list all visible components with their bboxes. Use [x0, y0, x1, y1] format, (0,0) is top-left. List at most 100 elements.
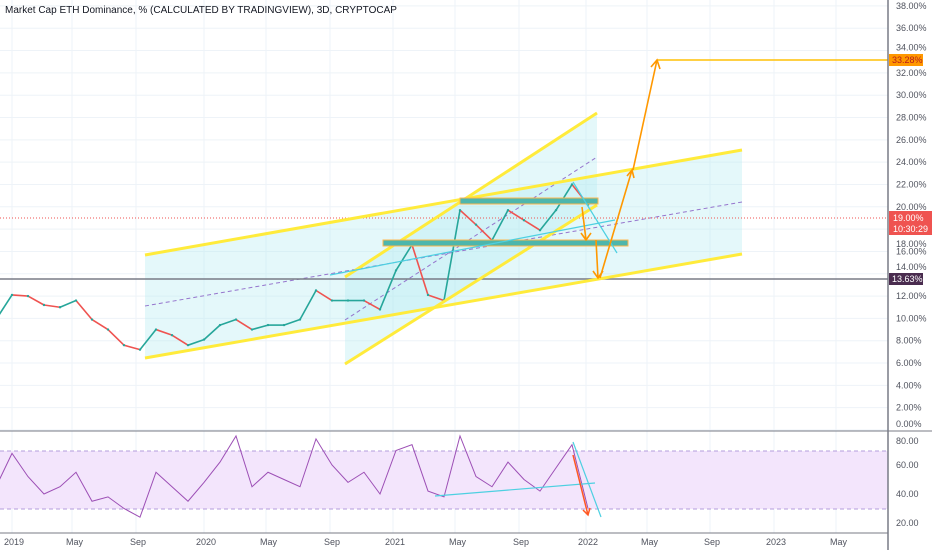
price-tick: 20.00% — [896, 202, 927, 212]
time-tick: 2019 — [4, 537, 24, 547]
price-point — [138, 348, 142, 351]
price-segment — [491, 209, 509, 241]
price-point — [282, 323, 286, 327]
arrow-1 — [580, 206, 592, 242]
steep-upper-line — [344, 111, 598, 279]
price-point — [234, 318, 238, 321]
price-point — [154, 328, 158, 331]
price-segment — [379, 270, 397, 310]
rsi-line — [0, 434, 589, 518]
rsi-trend-line[interactable] — [434, 482, 596, 497]
price-tick: 4.00% — [896, 380, 922, 390]
price-tick: 18.00% — [896, 239, 927, 249]
price-segment — [539, 209, 557, 231]
rsi-band — [0, 451, 888, 509]
price-tick: 28.00% — [896, 113, 927, 123]
price-point — [298, 318, 302, 321]
target-badge: 33.28% — [889, 54, 923, 66]
svg-text:19.00%: 19.00% — [893, 213, 924, 223]
time-tick: May — [449, 537, 467, 547]
price-segment — [299, 290, 317, 320]
price-segment — [251, 324, 269, 331]
price-point — [474, 223, 478, 226]
price-point — [218, 323, 222, 327]
time-tick: May — [641, 537, 659, 547]
price-tick: 0.00% — [896, 419, 922, 429]
price-point — [506, 208, 510, 212]
rsi-down-line[interactable] — [572, 441, 602, 518]
chart-title: Market Cap ETH Dominance, % (CALCULATED … — [5, 5, 397, 16]
price-segment — [107, 328, 125, 346]
price-segment — [315, 289, 333, 302]
price-point — [58, 306, 62, 309]
price-point — [90, 318, 94, 321]
support-zone — [382, 239, 629, 247]
price-tick: 2.00% — [896, 403, 922, 413]
price-segment — [475, 224, 493, 241]
price-tick: 26.00% — [896, 135, 927, 145]
time-axis[interactable]: 2019 May Sep 2020 May Sep 2021 May Sep 2022 May Sep… — [4, 537, 848, 547]
price-segment — [123, 344, 141, 351]
price-segment — [187, 338, 205, 346]
price-segment — [59, 299, 77, 308]
price-tick: 6.00% — [896, 358, 922, 368]
price-segment — [0, 294, 13, 315]
time-tick: Sep — [324, 537, 340, 547]
price-tick: 34.00% — [896, 43, 927, 53]
svg-text:13.63%: 13.63% — [892, 274, 923, 284]
price-tick: 16.00% — [896, 246, 927, 256]
time-tick: Sep — [130, 537, 146, 547]
price-segment — [555, 184, 573, 211]
price-tick: 36.00% — [896, 23, 927, 33]
price-tick: 30.00% — [896, 90, 927, 100]
price-segment — [459, 209, 477, 226]
price-point — [554, 208, 558, 212]
price-point — [426, 293, 430, 297]
time-tick: May — [260, 537, 278, 547]
price-segment — [155, 328, 173, 336]
rsi-axis[interactable]: 20.00 40.00 60.00 80.00 — [896, 436, 919, 528]
price-point — [458, 208, 462, 212]
price-point — [122, 343, 126, 347]
price-segment — [363, 299, 381, 311]
channel-upper-line — [144, 148, 743, 257]
price-point — [266, 323, 270, 327]
support-badge: 13.63% — [889, 273, 923, 285]
price-tick: 12.00% — [896, 291, 927, 301]
price-point — [522, 218, 526, 222]
price-segment — [523, 219, 541, 231]
rsi-tick: 40.00 — [896, 489, 919, 499]
price-tick: 32.00% — [896, 68, 927, 78]
resistance-zone — [459, 197, 599, 205]
price-point — [186, 343, 190, 347]
price-tick: 38.00% — [896, 1, 927, 11]
channel-lower-line — [144, 252, 743, 360]
price-point — [10, 293, 14, 297]
price-segment — [427, 294, 445, 302]
svg-text:33.28%: 33.28% — [892, 55, 923, 65]
arrow-4 — [632, 58, 661, 171]
price-point — [314, 289, 318, 292]
rsi-tick: 20.00 — [896, 518, 919, 528]
price-segment — [283, 318, 301, 326]
time-tick: 2021 — [385, 537, 405, 547]
price-tick: 14.00% — [896, 262, 927, 272]
price-point — [250, 328, 254, 331]
grid — [0, 0, 888, 533]
price-axis[interactable]: 0.00% 2.00% 4.00% 6.00% 8.00% 10.00% 12.00% 14.… — [896, 1, 927, 429]
price-point — [394, 269, 398, 272]
rsi-arrow[interactable] — [572, 454, 591, 517]
drawings-top[interactable] — [144, 58, 743, 366]
price-point — [74, 299, 78, 302]
price-segment — [203, 324, 221, 341]
price-point — [378, 308, 382, 311]
rsi-series — [0, 434, 589, 518]
price-segment — [411, 244, 429, 296]
price-segment — [443, 210, 461, 301]
trend-line-cyan — [329, 219, 616, 276]
time-tick: 2023 — [766, 537, 786, 547]
time-tick: Sep — [704, 537, 720, 547]
time-tick: May — [830, 537, 848, 547]
